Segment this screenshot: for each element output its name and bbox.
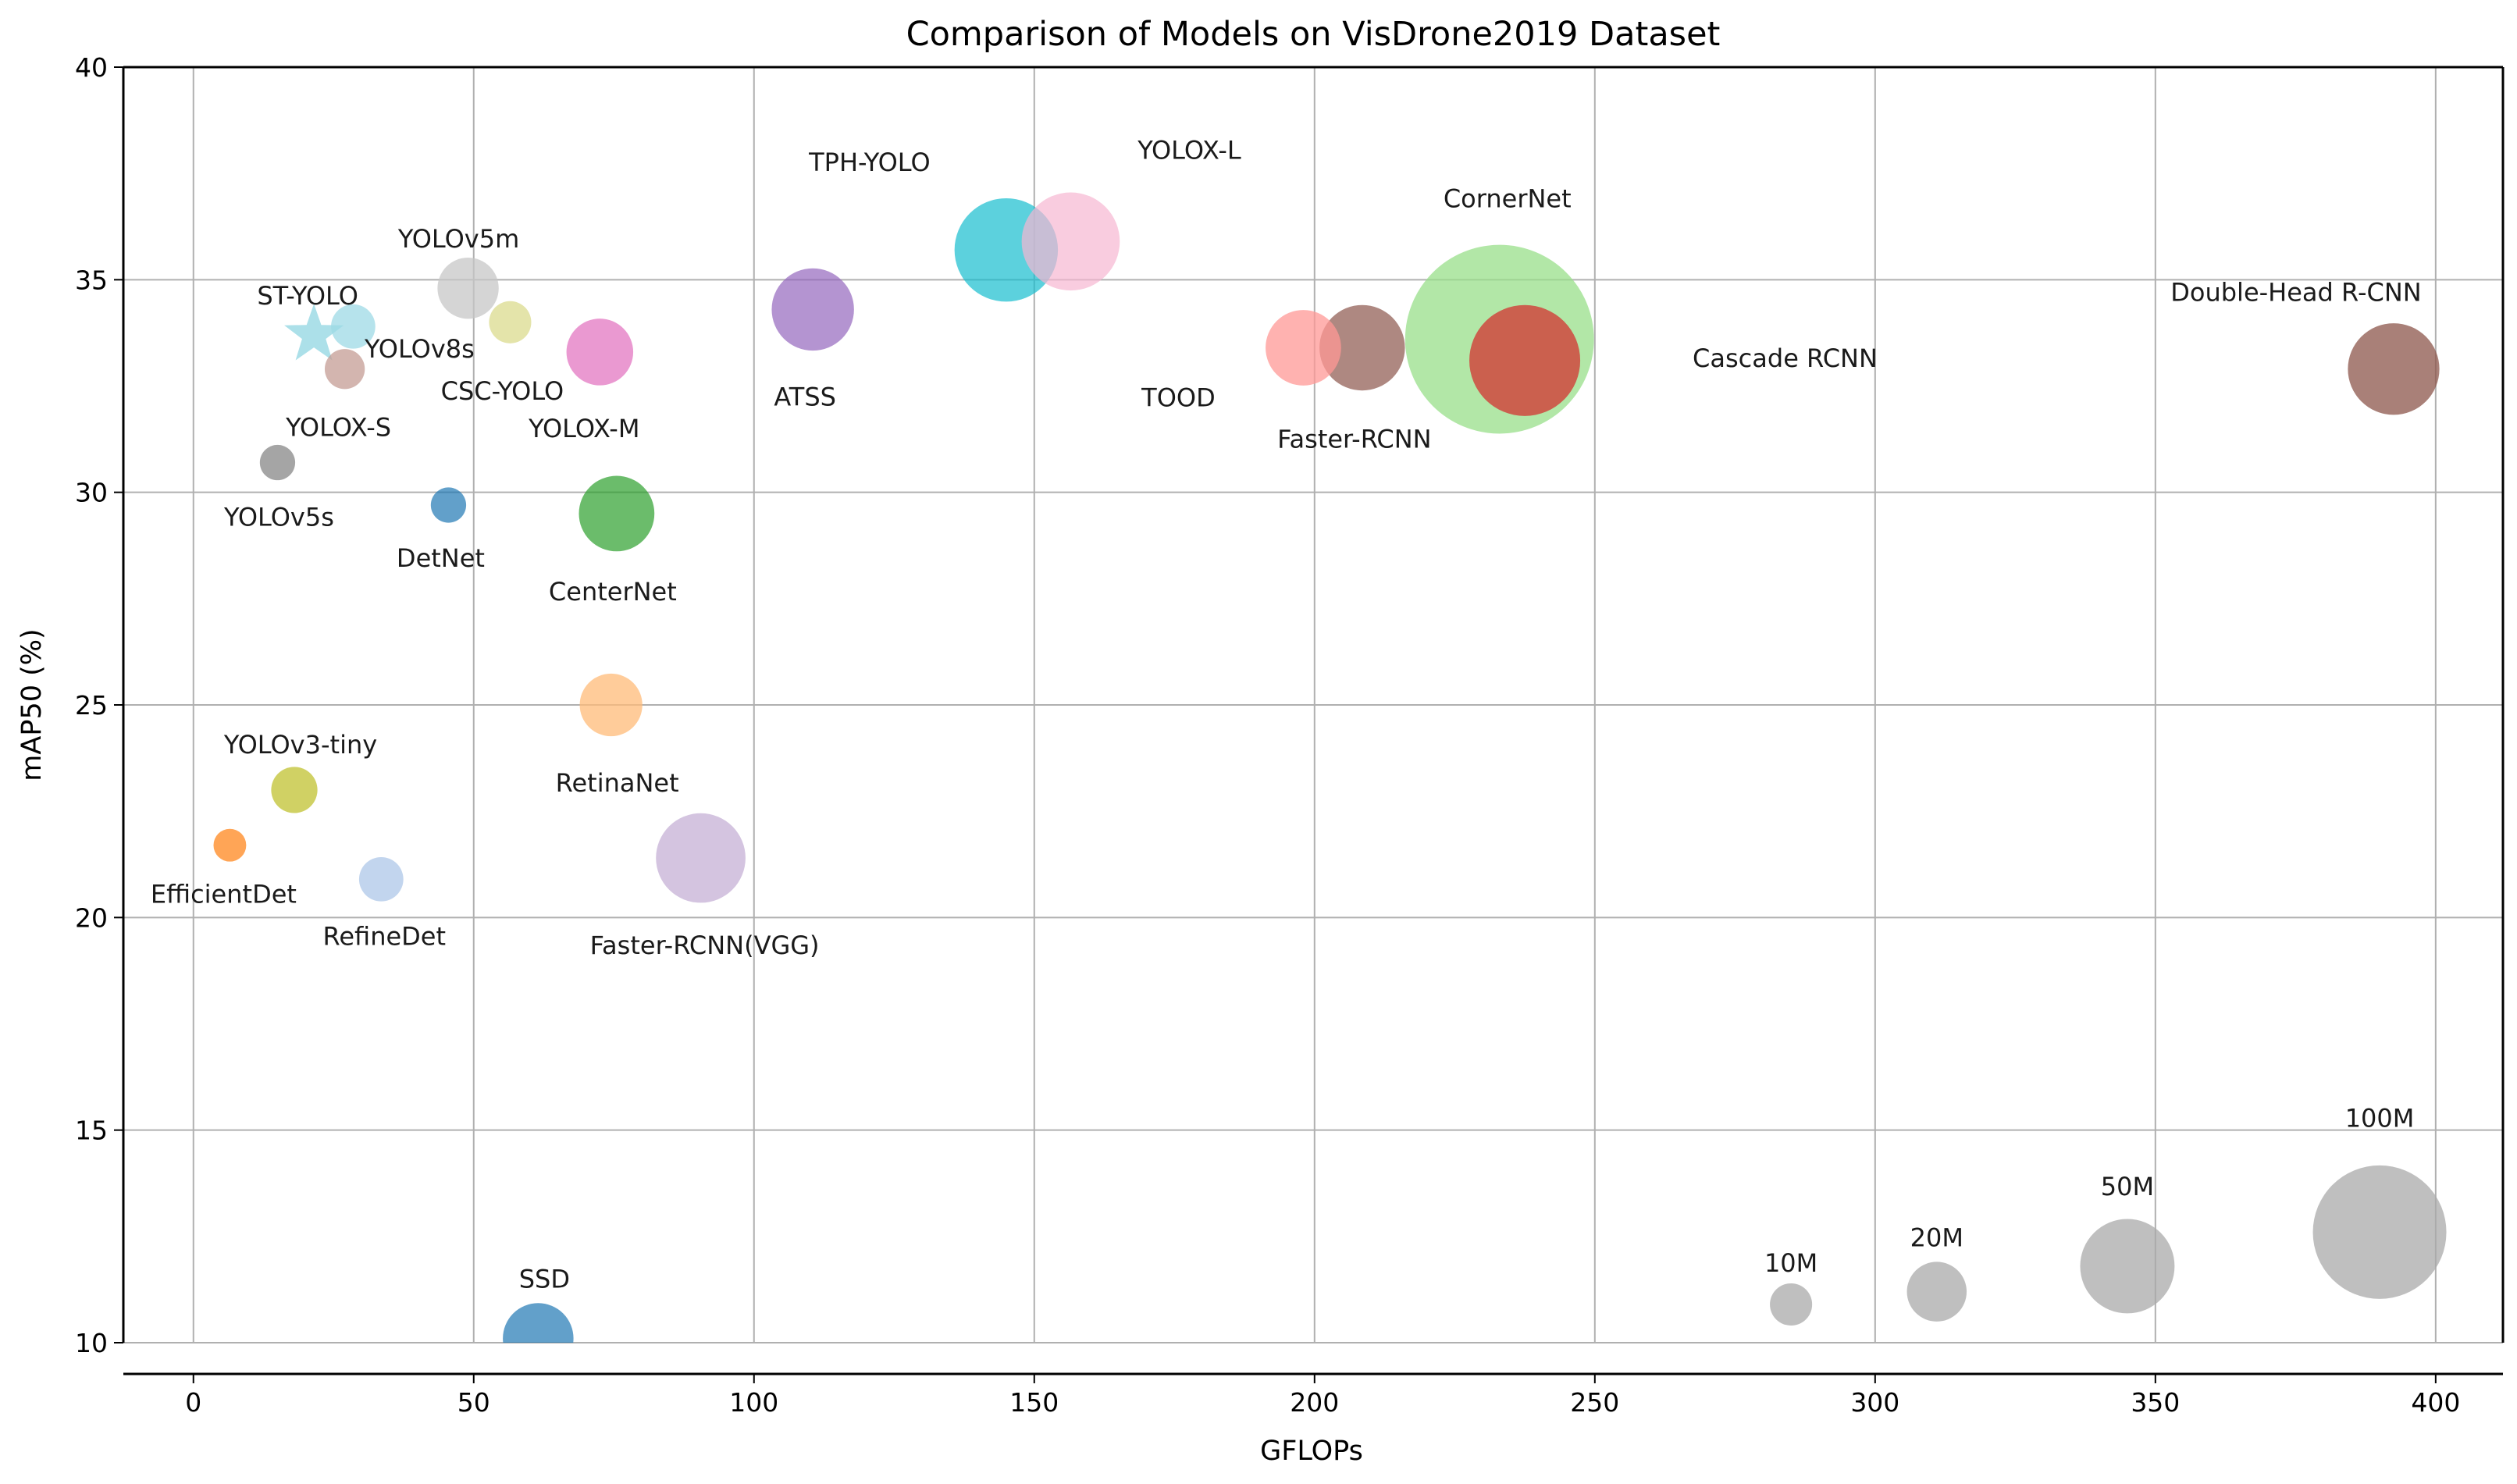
y-axis-label: mAP50 (%): [16, 628, 48, 781]
size-legend-10m-label: 10M: [1764, 1248, 1817, 1278]
size-legend-50m-label: 50M: [2101, 1172, 2154, 1201]
point-refinedet-label: RefineDet: [323, 921, 446, 951]
point-tph-yolo-label: TPH-YOLO: [808, 148, 931, 177]
point-yolov5m-point: [437, 258, 499, 319]
point-faster-rcnn-label: Faster-RCNN: [1277, 424, 1432, 454]
point-tood-point: [1266, 310, 1341, 386]
point-refinedet-point: [358, 856, 404, 902]
point-faster-rcnn-vgg-point: [656, 813, 746, 903]
point-cascade-rcnn-label: Cascade RCNN: [1693, 343, 1878, 373]
x-tick-label-250: 250: [1570, 1387, 1619, 1418]
point-efficientdet-point: [213, 828, 247, 862]
point-detnet-point: [430, 487, 467, 523]
point-labels: CornerNet Cascade RCNN Faster-RCNN TOOD Doub…: [151, 135, 2422, 1294]
y-tick-label-35: 35: [75, 265, 108, 295]
point-yolox-s-label: YOLOX-S: [285, 413, 391, 443]
x-tick-label-400: 400: [2411, 1387, 2460, 1418]
point-detnet-label: DetNet: [397, 543, 485, 573]
y-tick-label-10: 10: [75, 1328, 108, 1358]
point-yolox-s-point: [324, 349, 365, 390]
point-yolov5s-point: [259, 444, 296, 481]
point-yolov5s-label: YOLOv5s: [223, 503, 334, 532]
point-yolox-l-point: [1021, 192, 1120, 291]
point-atss-point: [771, 268, 854, 351]
y-tick-label-25: 25: [75, 690, 108, 721]
point-yolov3-tiny-label: YOLOv3-tiny: [223, 730, 377, 760]
point-csc-yolo-label: CSC-YOLO: [441, 376, 564, 406]
point-yolov8s-point: [331, 304, 376, 349]
point-tood-label: TOOD: [1141, 383, 1216, 412]
size-legend-20m-point: [1906, 1262, 1967, 1322]
point-double-head-r-cnn-label: Double-Head R-CNN: [2170, 278, 2421, 308]
point-yolox-l-label: YOLOX-L: [1137, 135, 1241, 165]
point-yolox-m-label: YOLOX-M: [528, 414, 639, 443]
x-tick-label-50: 50: [457, 1387, 490, 1418]
size-legend-100m-point: [2312, 1165, 2447, 1299]
y-tick-label-40: 40: [75, 52, 108, 83]
y-tick-label-30: 30: [75, 478, 108, 508]
chart-title: Comparison of Models on VisDrone2019 Dat…: [906, 15, 1721, 54]
x-axis-label: GFLOPs: [1260, 1436, 1363, 1467]
point-ssd-point: [503, 1303, 574, 1343]
points-layer: [213, 192, 2447, 1343]
x-tick-label-0: 0: [185, 1387, 201, 1418]
point-cornernet-label: CornerNet: [1444, 184, 1572, 214]
size-legend-50m-point: [2080, 1219, 2175, 1314]
point-ssd-label: SSD: [519, 1265, 570, 1294]
y-tick-label-20: 20: [75, 902, 108, 933]
point-st-yolo-label: ST-YOLO: [257, 281, 358, 311]
point-atss-label: ATSS: [774, 382, 836, 411]
x-tick-label-350: 350: [2131, 1387, 2180, 1418]
point-yolov3-tiny-point: [271, 767, 318, 813]
point-cascade-rcnn-point: [1469, 304, 1581, 416]
point-centernet-point: [579, 475, 655, 552]
y-ticks: 10 15 20 25 30 35 40: [75, 52, 123, 1358]
point-st-yolo-point: [284, 304, 344, 361]
size-legend-100m-label: 100M: [2345, 1103, 2415, 1133]
point-yolov5m-label: YOLOv5m: [397, 224, 519, 254]
point-yolox-m-point: [566, 319, 634, 386]
x-ticks: 0 50 100 150 200 250 300 350 400: [185, 1374, 2460, 1418]
size-legend-20m-label: 20M: [1910, 1223, 1963, 1253]
point-faster-rcnn-point: [1319, 304, 1405, 391]
point-yolov8s-label: YOLOv8s: [364, 334, 475, 364]
point-efficientdet-label: EfficientDet: [151, 880, 297, 909]
x-tick-label-100: 100: [729, 1387, 778, 1418]
point-double-head-r-cnn-point: [2348, 323, 2440, 415]
point-faster-rcnn-vgg-label: Faster-RCNN(VGG): [590, 931, 820, 960]
x-tick-label-200: 200: [1290, 1387, 1339, 1418]
x-tick-label-300: 300: [1850, 1387, 1899, 1418]
y-tick-label-15: 15: [75, 1116, 108, 1146]
grid: [123, 66, 2503, 1343]
point-retinanet-point: [579, 673, 643, 737]
point-retinanet-label: RetinaNet: [556, 768, 679, 798]
x-tick-label-150: 150: [1009, 1387, 1059, 1418]
size-legend-10m-point: [1770, 1283, 1813, 1326]
point-centernet-label: CenterNet: [549, 577, 677, 607]
point-csc-yolo-point: [489, 301, 532, 343]
